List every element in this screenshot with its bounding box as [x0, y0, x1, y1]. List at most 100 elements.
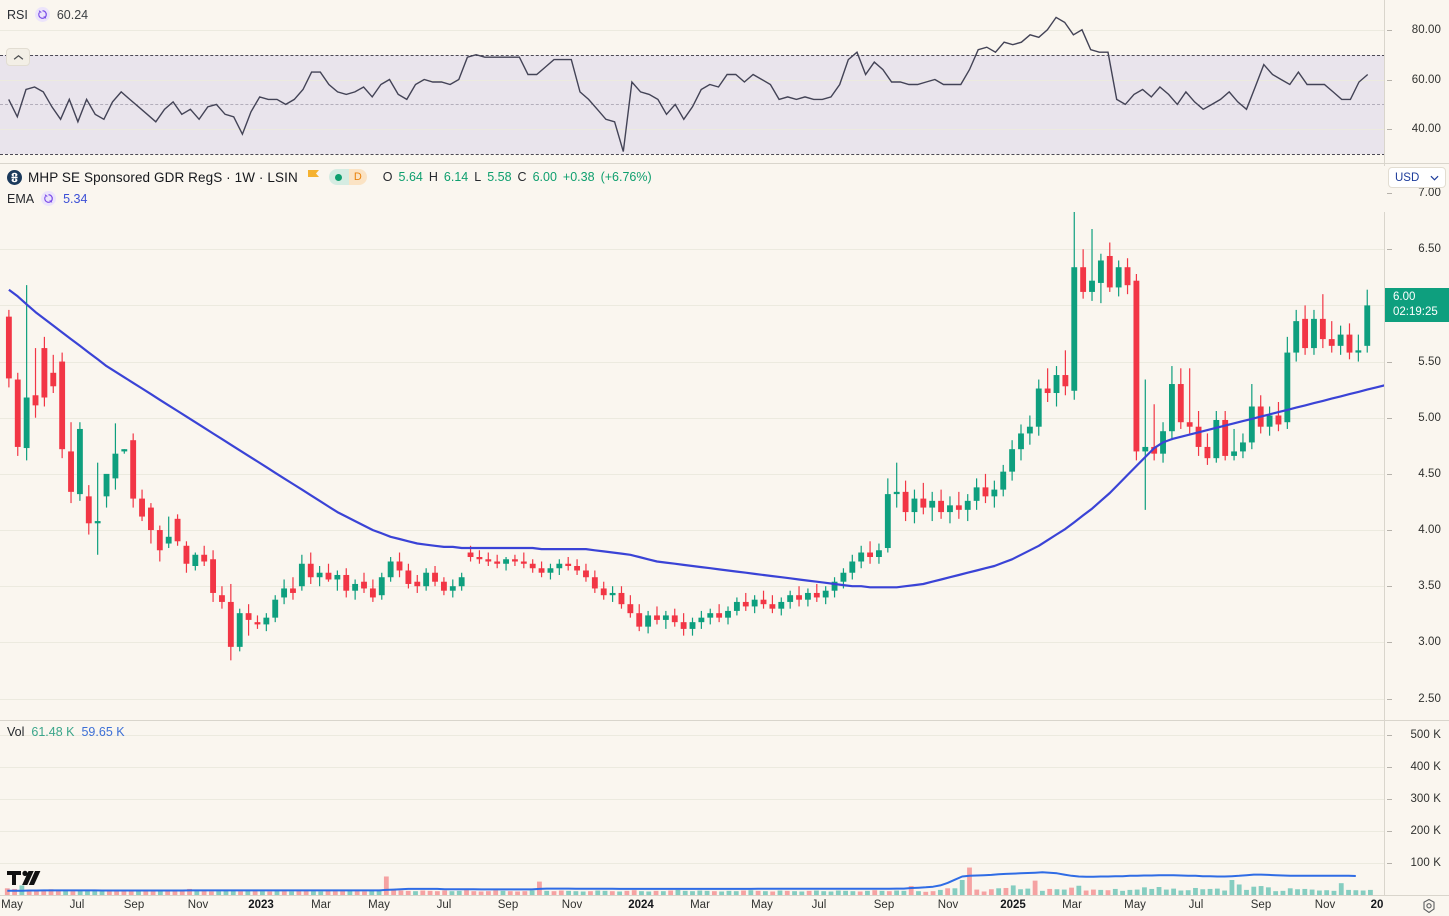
currency-selector[interactable]: USD [1388, 167, 1446, 188]
price-axis-label: 3.50 [1418, 580, 1441, 593]
volume-axis[interactable]: 100 K 200 K 300 K 400 K 500 K [1385, 721, 1449, 895]
time-axis-label: Jul [1188, 899, 1204, 911]
time-axis-label: Sep [123, 899, 145, 911]
gridline [0, 79, 1385, 81]
tick-mark [1387, 799, 1392, 801]
volume-legend: Vol 61.48 K 59.65 K [7, 725, 125, 739]
time-axis-label: 2024 [628, 899, 654, 911]
current-price-value: 6.00 [1393, 291, 1416, 304]
time-axis-label: Jul [811, 899, 827, 911]
gridline [0, 586, 1385, 588]
price-axis-label: 5.50 [1418, 355, 1441, 368]
rsi-level-50 [0, 104, 1385, 106]
refresh-icon[interactable] [34, 7, 50, 22]
tick-mark [1387, 193, 1392, 195]
ema-label[interactable]: EMA [7, 191, 35, 206]
gridline [0, 642, 1385, 644]
chevron-down-icon [1430, 175, 1439, 181]
time-axis-label: Jul [436, 899, 452, 911]
change-absolute: +0.38 [562, 170, 595, 184]
time-axis-label: Mar [1062, 899, 1082, 911]
price-axis-label: 7.00 [1418, 187, 1441, 200]
volume-current-value: 61.48 K [31, 725, 75, 739]
tick-mark [1387, 129, 1392, 131]
change-percent: (+6.76%) [600, 170, 652, 184]
price-axis-label: 2.50 [1418, 692, 1441, 705]
rsi-value: 60.24 [56, 7, 89, 22]
time-axis-label: Nov [561, 899, 583, 911]
flag-icon[interactable] [307, 170, 319, 184]
data-quality-badge[interactable]: D [328, 169, 367, 185]
main-chart-legend: MHP SE Sponsored GDR RegS · 1W · LSIN D … [0, 166, 1385, 212]
candlestick-plot[interactable] [0, 165, 1385, 721]
volume-label[interactable]: Vol [7, 725, 25, 739]
volume-axis-label: 400 K [1410, 761, 1441, 774]
price-axis-label: 3.00 [1418, 636, 1441, 649]
tick-mark [1387, 767, 1392, 769]
time-axis-label: Mar [690, 899, 710, 911]
gridline [0, 863, 1385, 865]
collapse-pane-button[interactable] [6, 48, 30, 66]
time-axis-label: 20 [1370, 899, 1384, 911]
ohlc-l: L 5.58 [474, 170, 512, 184]
rsi-axis-label: 40.00 [1411, 123, 1441, 136]
tick-mark [1387, 79, 1392, 81]
gridline [0, 767, 1385, 769]
price-axis-label: 4.00 [1418, 524, 1441, 537]
tradingview-logo-icon[interactable] [6, 868, 42, 892]
gridline [0, 417, 1385, 419]
volume-axis-label: 300 K [1410, 793, 1441, 806]
price-pane: 7.00 6.50 6.00 5.50 5.00 4.50 4.00 3.50 3.00 2.50… [0, 165, 1449, 721]
tick-mark [1387, 642, 1392, 644]
ohlc-h: H 6.14 [428, 170, 469, 184]
symbol-title[interactable]: MHP SE Sponsored GDR RegS · 1W · LSIN [28, 169, 298, 185]
gridline [0, 735, 1385, 737]
time-axis-label: Jul [69, 899, 85, 911]
rsi-label: RSI [7, 7, 28, 22]
tick-mark [1387, 735, 1392, 737]
symbol-logo-icon [7, 169, 22, 185]
gridline [0, 831, 1385, 833]
refresh-icon[interactable] [41, 191, 57, 206]
time-axis-label: 2023 [248, 899, 274, 911]
volume-bar-plot[interactable] [0, 721, 1385, 895]
rsi-pane-separator [0, 163, 1449, 164]
rsi-legend: RSI 60.24 [7, 7, 88, 22]
tick-mark [1387, 249, 1392, 251]
delayed-data-label: D [348, 169, 367, 185]
rsi-pane: 80.00 60.00 40.00 RSI 60.24 [0, 0, 1449, 164]
gridline [0, 698, 1385, 700]
time-axis-label: Nov [187, 899, 209, 911]
time-axis-label: 2025 [1000, 899, 1026, 911]
tick-mark [1387, 530, 1392, 532]
rsi-level-70 [0, 54, 1385, 56]
chevron-up-icon [13, 54, 23, 60]
price-axis-label: 5.00 [1418, 411, 1441, 424]
rsi-axis-label: 80.00 [1411, 23, 1441, 36]
volume-axis-label: 500 K [1410, 729, 1441, 742]
gridline [0, 473, 1385, 475]
price-axis-label: 6.50 [1418, 243, 1441, 256]
tick-mark [1387, 831, 1392, 833]
time-axis-label: Sep [1250, 899, 1272, 911]
market-status-dot [328, 169, 349, 185]
tick-mark [1387, 698, 1392, 700]
tick-mark [1387, 29, 1392, 31]
time-axis-label: May [1124, 899, 1146, 911]
bar-countdown: 02:19:25 [1393, 306, 1438, 319]
currency-label: USD [1395, 171, 1420, 184]
ohlc-o: O 5.64 [382, 170, 423, 184]
time-axis-label: Nov [937, 899, 959, 911]
volume-axis-label: 200 K [1410, 825, 1441, 838]
price-axis[interactable]: 7.00 6.50 6.00 5.50 5.00 4.50 4.00 3.50 3.00 2.50 [1385, 165, 1449, 721]
price-axis-label: 4.50 [1418, 467, 1441, 480]
gridline [0, 129, 1385, 131]
ema-legend-row: EMA 5.34 [7, 191, 87, 206]
gridline [0, 799, 1385, 801]
rsi-overbought-oversold-band [0, 54, 1385, 155]
time-axis-label: May [751, 899, 773, 911]
rsi-price-axis[interactable]: 80.00 60.00 40.00 [1385, 0, 1449, 164]
time-axis[interactable]: May Jul Sep Nov 2023 Mar May Jul Sep Nov 2024 Mar Ma… [0, 895, 1449, 916]
settings-gear-icon[interactable] [1421, 898, 1437, 914]
tick-mark [1387, 863, 1392, 865]
